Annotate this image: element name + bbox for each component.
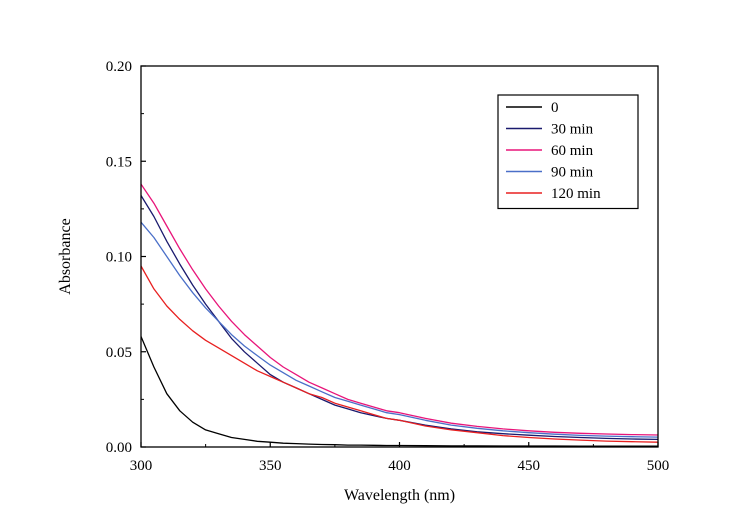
legend-label: 0 — [551, 100, 559, 116]
x-tick-label: 500 — [647, 458, 670, 474]
legend-label: 90 min — [551, 165, 594, 181]
y-axis: 0.00 0.05 0.10 0.15 0.20 — [106, 59, 146, 456]
y-tick-label: 0.15 — [106, 154, 132, 170]
y-tick-label: 0.00 — [106, 440, 132, 456]
legend-label: 30 min — [551, 122, 594, 138]
series-line-0 — [141, 336, 658, 447]
legend-box — [497, 94, 639, 210]
x-tick-label: 300 — [130, 458, 153, 474]
y-tick-label: 0.05 — [106, 345, 132, 361]
series-layer — [141, 183, 658, 447]
y-axis-title: Absorbance — [57, 218, 74, 294]
series-line-2 — [141, 183, 658, 436]
series-line-4 — [141, 265, 658, 443]
x-axis: 300 350 400 450 500 — [130, 442, 670, 474]
y-tick-label: 0.20 — [106, 59, 132, 75]
series-line-3 — [141, 221, 658, 438]
x-tick-label: 400 — [388, 458, 411, 474]
x-tick-label: 350 — [259, 458, 282, 474]
series-line-1 — [141, 195, 658, 441]
legend-label: 60 min — [551, 143, 594, 159]
legend: 0 30 min 60 min 90 min 120 min — [497, 94, 639, 210]
x-axis-title: Wavelength (nm) — [344, 487, 455, 504]
y-tick-label: 0.10 — [106, 250, 132, 266]
legend-label: 120 min — [551, 186, 601, 202]
x-tick-label: 450 — [518, 458, 541, 474]
